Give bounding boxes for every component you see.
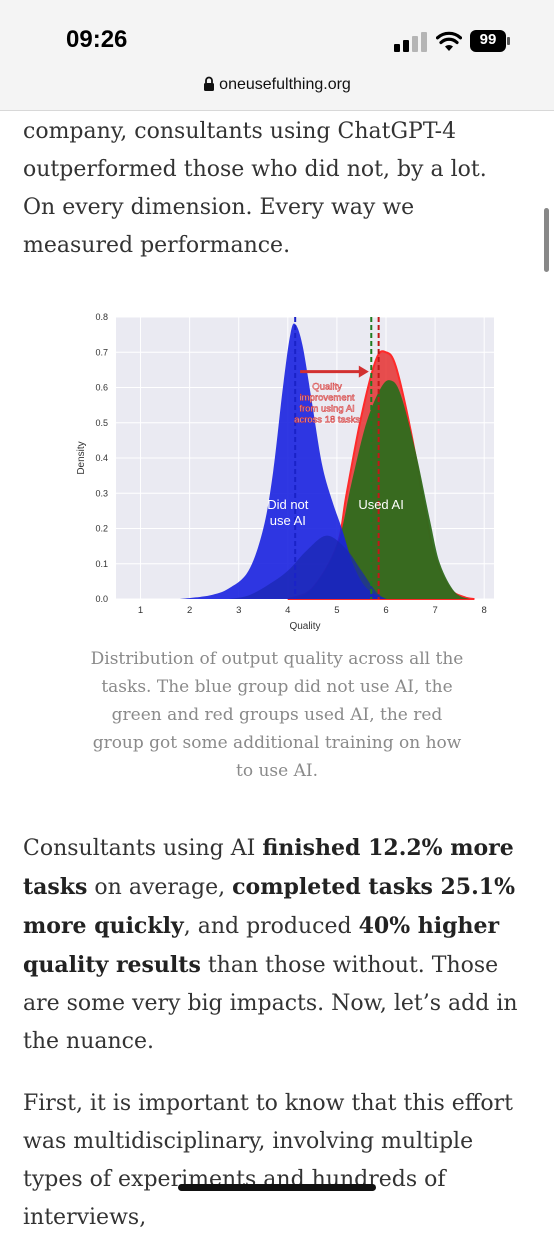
improvement-annotation-line-2: from using AI [299, 403, 354, 414]
battery-icon [470, 30, 510, 52]
p2-bold-2: completed tasks 25.1% more quickly [23, 874, 515, 939]
cellular-signal-icon [394, 32, 427, 52]
status-time: 09:26 [66, 26, 128, 53]
article-paragraph-1: company, consultants using ChatGPT-4 out… [23, 119, 487, 258]
home-indicator[interactable] [178, 1184, 376, 1191]
x-tick-label-4: 5 [334, 605, 339, 616]
x-axis-label: Quality [289, 621, 320, 632]
density-chart: Quality improvement from using AI across 18… [70, 305, 510, 635]
y-tick-label-4: 0.4 [95, 453, 108, 463]
p2-bold-3: 40% higher quality results [23, 913, 500, 978]
green-series-area [292, 380, 470, 599]
article-paragraph-2: Consultants using AI finished 12.2% more… [23, 829, 523, 1061]
improvement-annotation-line-1: improvement [300, 392, 355, 403]
battery-level: 99 [479, 31, 497, 48]
x-tick-label-1: 2 [187, 605, 192, 616]
improvement-annotation-line-3: across 18 tasks [294, 414, 360, 425]
lock-icon [204, 76, 215, 91]
x-tick-label-0: 1 [138, 605, 143, 616]
label-did-not-use-ai-line-1: Did not [267, 497, 309, 512]
y-tick-label-0: 0.0 [95, 594, 108, 604]
p2-text-4: than those without. Those are some very … [23, 953, 518, 1054]
y-axis-label: Density [76, 441, 87, 474]
x-tick-label-3: 4 [285, 605, 290, 616]
status-bar: 09:26 99 oneusefulthing.org [0, 0, 554, 111]
x-tick-label-2: 3 [236, 605, 241, 616]
wifi-icon [436, 31, 462, 51]
url-text: oneusefulthing.org [219, 76, 351, 93]
p2-bold-1: finished 12.2% more tasks [23, 835, 514, 900]
label-did-not-use-ai-line-2: use AI [270, 513, 306, 528]
y-tick-label-2: 0.2 [95, 524, 108, 534]
improvement-arrow-head [358, 365, 369, 378]
p2-text-1: Consultants using AI [23, 836, 263, 861]
x-tick-label-7: 8 [482, 605, 487, 616]
address-bar[interactable]: oneusefulthing.org [0, 76, 554, 94]
article-paragraph-3: First, it is important to know that this… [23, 1091, 514, 1230]
x-tick-label-6: 7 [432, 605, 437, 616]
y-tick-label-1: 0.1 [95, 559, 108, 569]
y-tick-label-3: 0.3 [95, 488, 108, 498]
blue-series-area [179, 323, 386, 599]
p2-text-3: , and produced [183, 914, 359, 939]
improvement-annotation-line-0: Quality [312, 381, 342, 392]
figure-caption: Distribution of output quality across al… [90, 649, 464, 781]
p2-text-2: on average, [87, 875, 233, 900]
y-tick-label-8: 0.8 [95, 312, 108, 322]
y-tick-label-7: 0.7 [95, 347, 108, 357]
label-used-ai: Used AI [358, 497, 404, 512]
scrollbar-thumb[interactable] [544, 208, 549, 272]
x-tick-label-5: 6 [383, 605, 388, 616]
blue-ai-overlap-area [228, 535, 386, 599]
y-tick-label-5: 0.5 [95, 418, 108, 428]
y-tick-label-6: 0.6 [95, 383, 108, 393]
